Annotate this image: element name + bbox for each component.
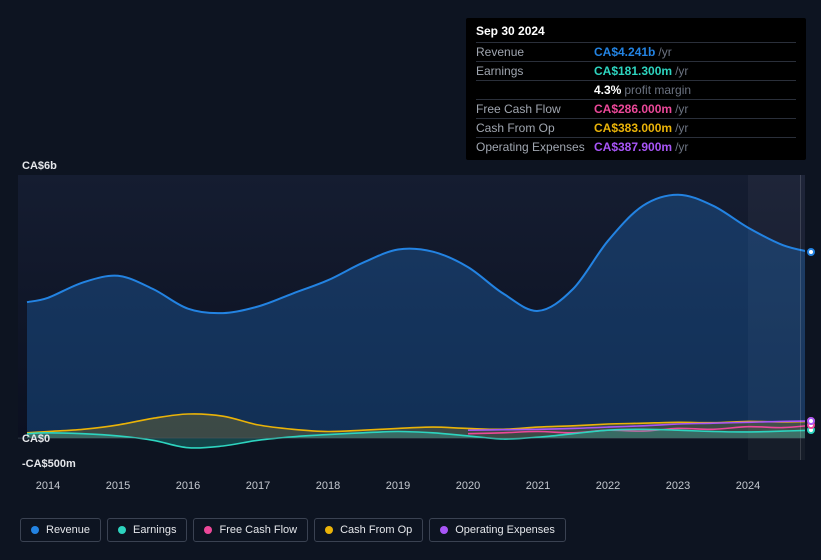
tooltip-unit: /yr — [675, 102, 688, 116]
legend-dot-icon — [118, 526, 126, 534]
tooltip-row: Cash From OpCA$383.000m/yr — [476, 118, 796, 137]
tooltip-unit: /yr — [658, 45, 671, 59]
x-tick: 2015 — [106, 480, 130, 492]
tooltip-label: Operating Expenses — [476, 140, 594, 154]
x-tick: 2021 — [526, 480, 550, 492]
tooltip-label: Revenue — [476, 45, 594, 59]
legend-item-fcf[interactable]: Free Cash Flow — [193, 518, 308, 542]
tooltip-row: Free Cash FlowCA$286.000m/yr — [476, 99, 796, 118]
tooltip-date: Sep 30 2024 — [476, 24, 796, 42]
legend-item-revenue[interactable]: Revenue — [20, 518, 101, 542]
tooltip-label: Free Cash Flow — [476, 102, 594, 116]
legend-label: Operating Expenses — [455, 524, 555, 536]
tooltip-value: CA$387.900m — [594, 140, 672, 154]
tooltip-unit: /yr — [675, 121, 688, 135]
x-tick: 2016 — [176, 480, 200, 492]
tooltip-row: Operating ExpensesCA$387.900m/yr — [476, 137, 796, 156]
legend-dot-icon — [204, 526, 212, 534]
chart-svg — [18, 160, 805, 460]
legend-label: Cash From Op — [340, 524, 412, 536]
x-tick: 2019 — [386, 480, 410, 492]
legend-item-cfo[interactable]: Cash From Op — [314, 518, 423, 542]
tooltip-row: RevenueCA$4.241b/yr — [476, 42, 796, 61]
tooltip-margin-row: 4.3% profit margin — [476, 80, 796, 99]
tooltip-label: Earnings — [476, 64, 594, 78]
legend: Revenue Earnings Free Cash Flow Cash From O… — [20, 518, 566, 542]
tooltip-margin-value: 4.3% — [594, 83, 621, 97]
x-tick: 2017 — [246, 480, 270, 492]
tooltip-value: CA$383.000m — [594, 121, 672, 135]
y-axis-zero-label: CA$0 — [22, 433, 50, 445]
y-axis-bottom-label: -CA$500m — [22, 458, 76, 470]
marker-opex — [807, 417, 815, 425]
legend-dot-icon — [325, 526, 333, 534]
tooltip-label: Cash From Op — [476, 121, 594, 135]
tooltip-unit: /yr — [675, 64, 688, 78]
x-tick: 2023 — [666, 480, 690, 492]
legend-item-opex[interactable]: Operating Expenses — [429, 518, 566, 542]
tooltip-row: EarningsCA$181.300m/yr — [476, 61, 796, 80]
chart-area[interactable]: CA$6b CA$0 -CA$500m — [0, 160, 821, 460]
tooltip-value: CA$4.241b — [594, 45, 655, 59]
legend-item-earnings[interactable]: Earnings — [107, 518, 187, 542]
tooltip-value: CA$181.300m — [594, 64, 672, 78]
x-tick: 2024 — [736, 480, 760, 492]
legend-dot-icon — [31, 526, 39, 534]
marker-revenue — [807, 248, 815, 256]
x-tick: 2018 — [316, 480, 340, 492]
legend-dot-icon — [440, 526, 448, 534]
legend-label: Earnings — [133, 524, 176, 536]
x-tick: 2014 — [36, 480, 60, 492]
x-tick: 2020 — [456, 480, 480, 492]
tooltip-unit: /yr — [675, 140, 688, 154]
data-tooltip: Sep 30 2024 RevenueCA$4.241b/yrEarningsC… — [466, 18, 806, 160]
x-axis: 2014 2015 2016 2017 2018 2019 2020 2021 2022 2023… — [18, 480, 821, 500]
tooltip-value: CA$286.000m — [594, 102, 672, 116]
x-tick: 2022 — [596, 480, 620, 492]
legend-label: Free Cash Flow — [219, 524, 297, 536]
tooltip-margin-label: profit margin — [624, 83, 691, 97]
legend-label: Revenue — [46, 524, 90, 536]
